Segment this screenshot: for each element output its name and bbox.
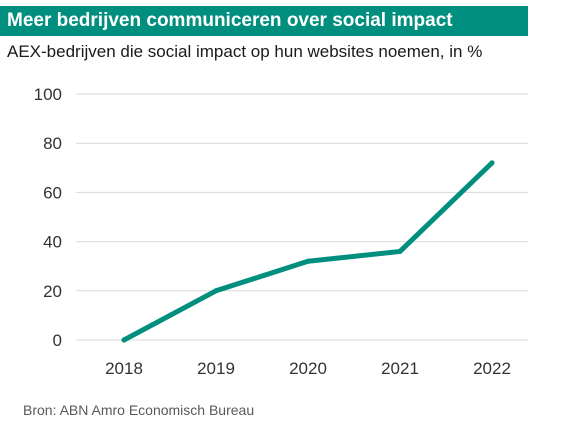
- chart-title-bar: Meer bedrijven communiceren over social …: [0, 6, 528, 36]
- x-tick-label: 2019: [197, 359, 235, 378]
- y-tick-label: 0: [53, 331, 62, 350]
- gridlines: [76, 93, 528, 341]
- source-note: Bron: ABN Amro Economisch Bureau: [23, 402, 255, 418]
- chart-title: Meer bedrijven communiceren over social …: [7, 10, 453, 31]
- x-tick-label: 2018: [105, 359, 143, 378]
- y-tick-label: 100: [34, 85, 62, 104]
- series-line-0: [121, 160, 495, 343]
- data-point-2020: [305, 258, 311, 264]
- data-point-2022: [489, 160, 495, 166]
- x-tick-label: 2021: [381, 359, 419, 378]
- series-layer: [121, 160, 495, 343]
- line-chart: 0 20 40 60 80 100 2018 2019 2020 2021 2022: [34, 85, 528, 378]
- y-tick-label: 60: [43, 183, 62, 202]
- x-tick-label: 2020: [289, 359, 327, 378]
- data-point-2021: [397, 248, 403, 254]
- chart-subtitle: AEX-bedrijven die social impact op hun w…: [7, 42, 483, 61]
- x-tick-label: 2022: [473, 359, 511, 378]
- y-tick-label: 20: [43, 282, 62, 301]
- data-point-2019: [213, 288, 219, 294]
- x-axis-ticks: 2018 2019 2020 2021 2022: [105, 359, 511, 378]
- y-axis-ticks: 0 20 40 60 80 100: [34, 85, 62, 350]
- y-tick-label: 40: [43, 233, 62, 252]
- data-point-2018: [121, 337, 127, 343]
- y-tick-label: 80: [43, 134, 62, 153]
